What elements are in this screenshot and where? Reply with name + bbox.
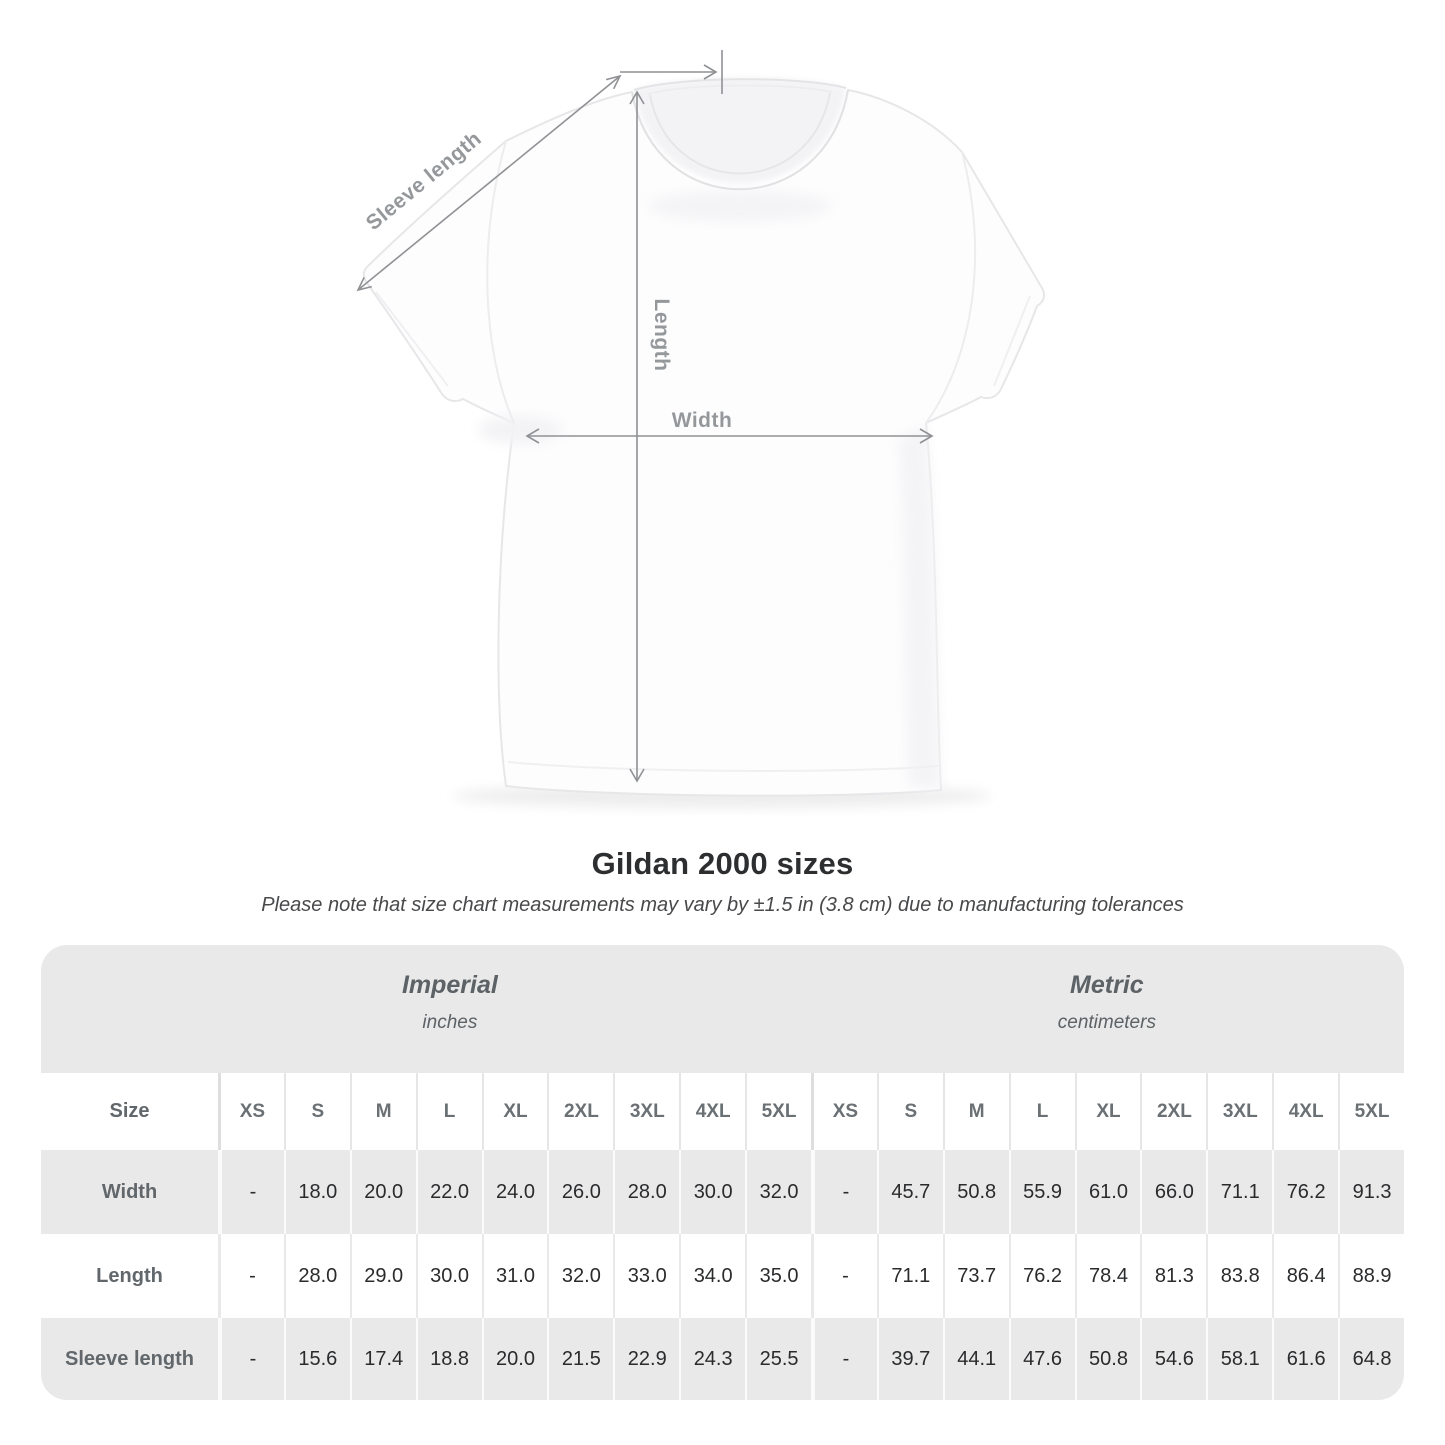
size-col-header-metric: S (876, 1073, 943, 1150)
value-cell-imperial: 22.9 (613, 1318, 680, 1400)
value-cell-metric: 47.6 (1008, 1318, 1075, 1400)
value-cell-imperial: 18.8 (415, 1318, 482, 1400)
value-cell-imperial: 28.0 (613, 1150, 680, 1234)
value-cell-metric: 76.2 (1008, 1234, 1075, 1318)
size-col-header-imperial: 5XL (745, 1073, 811, 1150)
value-cell-metric: - (810, 1318, 877, 1400)
size-col-header-metric: 5XL (1338, 1073, 1404, 1150)
value-cell-imperial: 34.0 (679, 1234, 746, 1318)
value-cell-imperial: 15.6 (283, 1318, 350, 1400)
value-cell-metric: 58.1 (1206, 1318, 1273, 1400)
size-col-header-imperial: XL (481, 1073, 548, 1150)
size-col-header-metric: XS (810, 1073, 877, 1150)
value-cell-metric: 71.1 (1206, 1150, 1273, 1234)
value-cell-metric: 45.7 (876, 1150, 943, 1234)
value-cell-metric: 64.8 (1338, 1318, 1404, 1400)
length-label: Length (650, 299, 673, 372)
value-cell-imperial: 22.0 (415, 1150, 482, 1234)
size-col-header-imperial: XS (218, 1073, 284, 1150)
value-cell-metric: 61.6 (1272, 1318, 1339, 1400)
value-cell-metric: 50.8 (942, 1150, 1009, 1234)
value-cell-metric: 76.2 (1272, 1150, 1339, 1234)
value-cell-metric: 78.4 (1074, 1234, 1141, 1318)
size-col-header-imperial: M (349, 1073, 416, 1150)
value-cell-imperial: 24.0 (481, 1150, 548, 1234)
row-label: Sleeve length (41, 1318, 218, 1400)
size-col-header-metric: XL (1074, 1073, 1141, 1150)
value-cell-metric: 83.8 (1206, 1234, 1273, 1318)
value-cell-imperial: 18.0 (283, 1150, 350, 1234)
width-arrow (525, 428, 934, 444)
tshirt-illustration (362, 77, 1046, 808)
value-cell-imperial: 24.3 (679, 1318, 746, 1400)
value-cell-metric: 55.9 (1008, 1150, 1075, 1234)
value-cell-imperial: - (218, 1150, 284, 1234)
value-cell-imperial: 30.0 (415, 1234, 482, 1318)
size-col-header-metric: M (942, 1073, 1009, 1150)
value-cell-imperial: 25.5 (745, 1318, 811, 1400)
unit-group-name: Metric (1070, 971, 1144, 999)
unit-group-unit: inches (422, 1012, 478, 1033)
value-cell-metric: - (810, 1234, 877, 1318)
value-cell-metric: 81.3 (1140, 1234, 1207, 1318)
size-corner-header: Size (41, 1073, 218, 1150)
value-cell-imperial: 30.0 (679, 1150, 746, 1234)
value-cell-metric: 88.9 (1338, 1234, 1404, 1318)
value-cell-imperial: 20.0 (481, 1318, 548, 1400)
value-cell-metric: 54.6 (1140, 1318, 1207, 1400)
width-label: Width (672, 409, 733, 432)
size-col-header-metric: 4XL (1272, 1073, 1339, 1150)
value-cell-imperial: 32.0 (547, 1234, 614, 1318)
value-cell-metric: 61.0 (1074, 1150, 1141, 1234)
unit-group-name: Imperial (401, 971, 498, 999)
value-cell-imperial: 29.0 (349, 1234, 416, 1318)
size-col-header-imperial: 4XL (679, 1073, 746, 1150)
unit-band: Imperial inches Metric centimeters (41, 945, 1404, 1073)
row-label: Length (41, 1234, 218, 1318)
unit-group-unit: centimeters (1057, 1012, 1156, 1033)
value-cell-imperial: 17.4 (349, 1318, 416, 1400)
size-chart-table: Imperial inches Metric centimeters Size X… (41, 945, 1404, 1400)
value-cell-imperial: 35.0 (745, 1234, 811, 1318)
tshirt-diagram: Sleeve length Length Width (356, 50, 1046, 808)
size-col-header-imperial: 3XL (613, 1073, 680, 1150)
value-cell-metric: - (810, 1150, 877, 1234)
size-col-header-imperial: S (283, 1073, 350, 1150)
value-cell-imperial: 28.0 (283, 1234, 350, 1318)
value-cell-imperial: 31.0 (481, 1234, 548, 1318)
size-col-header-metric: 2XL (1140, 1073, 1207, 1150)
value-cell-imperial: 21.5 (547, 1318, 614, 1400)
value-cell-imperial: 26.0 (547, 1150, 614, 1234)
value-cell-metric: 71.1 (876, 1234, 943, 1318)
value-cell-imperial: - (218, 1234, 284, 1318)
page-subtitle: Please note that size chart measurements… (261, 894, 1184, 916)
value-cell-metric: 44.1 (942, 1318, 1009, 1400)
size-col-header-imperial: 2XL (547, 1073, 614, 1150)
unit-group-imperial: Imperial inches (290, 971, 610, 1034)
value-cell-metric: 91.3 (1338, 1150, 1404, 1234)
value-cell-imperial: 32.0 (745, 1150, 811, 1234)
size-col-header-metric: 3XL (1206, 1073, 1273, 1150)
unit-group-metric: Metric centimeters (947, 971, 1267, 1034)
sleeve-length-arrow (356, 74, 622, 292)
size-grid: Size XS S M L XL 2XL 3XL 4XL 5XL XS S M L XL 2XL 3XL 4XL 5… (41, 1073, 1404, 1400)
value-cell-imperial: 20.0 (349, 1150, 416, 1234)
value-cell-imperial: - (218, 1318, 284, 1400)
shoulder-reference-arrow (620, 64, 718, 80)
page-title: Gildan 2000 sizes (591, 846, 854, 881)
value-cell-metric: 50.8 (1074, 1318, 1141, 1400)
value-cell-metric: 66.0 (1140, 1150, 1207, 1234)
value-cell-metric: 86.4 (1272, 1234, 1339, 1318)
value-cell-metric: 39.7 (876, 1318, 943, 1400)
value-cell-metric: 73.7 (942, 1234, 1009, 1318)
value-cell-imperial: 33.0 (613, 1234, 680, 1318)
heading: Gildan 2000 sizes Please note that size … (0, 846, 1445, 917)
size-col-header-metric: L (1008, 1073, 1075, 1150)
size-col-header-imperial: L (415, 1073, 482, 1150)
row-label: Width (41, 1150, 218, 1234)
